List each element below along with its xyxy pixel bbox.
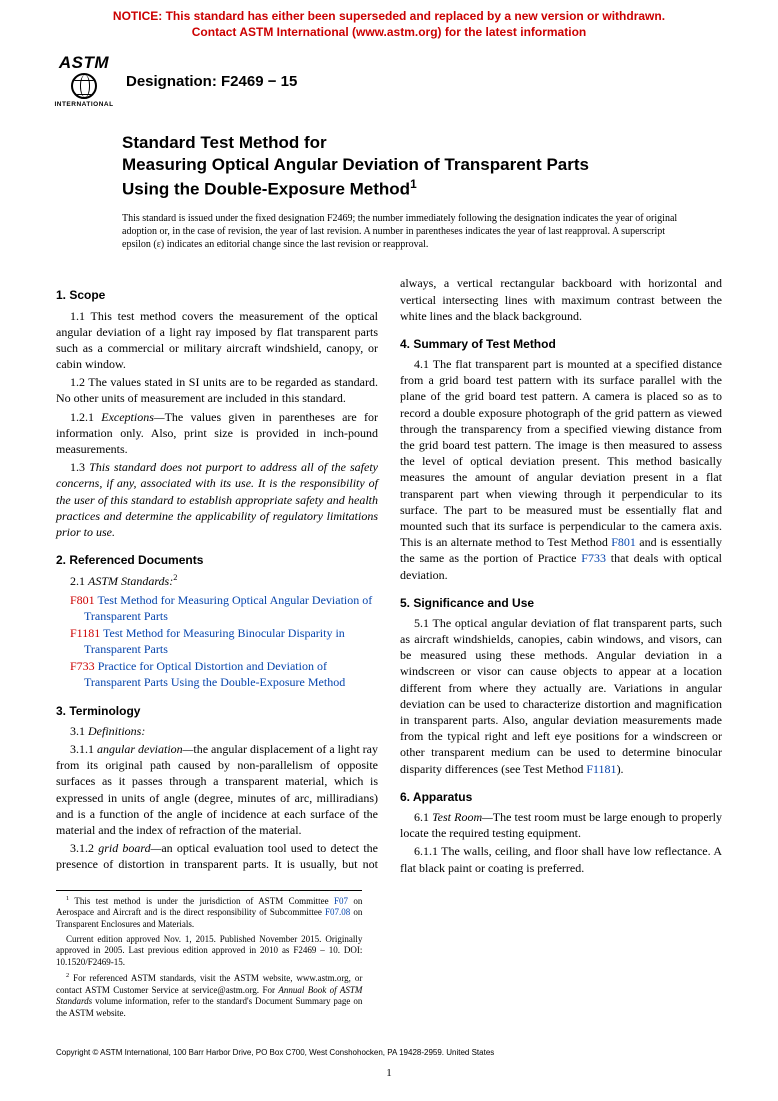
notice-line1: NOTICE: This standard has either been su… [113,9,665,23]
scope-1.2: 1.2 The values stated in SI units are to… [56,374,378,406]
footnote-1: 1 This test method is under the jurisdic… [56,895,362,931]
refdocs-head: 2. Referenced Documents [56,552,378,568]
terms-3.1.1: 3.1.1 angular deviation—the angular disp… [56,741,378,838]
designation: Designation: F2469 − 15 [126,72,297,92]
header-row: ASTM INTERNATIONAL Designation: F2469 − … [56,54,722,110]
sig-5.1: 5.1 The optical angular deviation of fla… [400,615,722,777]
summary-4.1: 4.1 The flat transparent part is mounted… [400,356,722,583]
title-block: Standard Test Method for Measuring Optic… [122,132,722,200]
sig-head: 5. Significance and Use [400,595,722,611]
terms-3.1: 3.1 Definitions: [56,723,378,739]
designation-label: Designation: [126,73,221,90]
notice-banner: NOTICE: This standard has either been su… [0,0,778,44]
scope-1.2.1: 1.2.1 Exceptions—The values given in par… [56,409,378,458]
designation-code: F2469 − 15 [221,73,297,90]
footnotes: 1 This test method is under the jurisdic… [56,890,362,1020]
footnote-1b: Current edition approved Nov. 1, 2015. P… [56,934,362,969]
ref-f801: F801 Test Method for Measuring Optical A… [56,592,378,624]
astm-logo: ASTM INTERNATIONAL [56,54,112,110]
link-f733[interactable]: F733 [581,551,606,565]
app-6.1.1: 6.1.1 The walls, ceiling, and floor shal… [400,843,722,875]
link-f1181[interactable]: F1181 [586,762,616,776]
title-line3: Using the Double-Exposure Method1 [122,177,722,201]
notice-line2: Contact ASTM International (www.astm.org… [192,25,586,39]
body-columns: 1. Scope 1.1 This test method covers the… [56,275,722,875]
scope-1.3: 1.3 This standard does not purport to ad… [56,459,378,540]
page-number: 1 [56,1066,722,1081]
copyright: Copyright © ASTM International, 100 Barr… [56,1048,722,1059]
page-content: ASTM INTERNATIONAL Designation: F2469 − … [0,44,778,1101]
terms-head: 3. Terminology [56,703,378,719]
title-line1: Standard Test Method for [122,132,722,154]
ref-f1181: F1181 Test Method for Measuring Binocula… [56,625,378,657]
scope-head: 1. Scope [56,287,378,303]
link-f801[interactable]: F801 [611,535,636,549]
title-sup: 1 [410,177,417,191]
issuance-note: This standard is issued under the fixed … [122,212,692,251]
footnote-2: 2 For referenced ASTM standards, visit t… [56,972,362,1020]
app-6.1: 6.1 Test Room—The test room must be larg… [400,809,722,841]
logo-text-bottom: INTERNATIONAL [54,101,113,110]
logo-text-top: ASTM [59,54,109,71]
title-line2: Measuring Optical Angular Deviation of T… [122,154,722,176]
summary-head: 4. Summary of Test Method [400,336,722,352]
scope-1.1: 1.1 This test method covers the measurem… [56,308,378,373]
app-head: 6. Apparatus [400,789,722,805]
ref-f733: F733 Practice for Optical Distortion and… [56,658,378,690]
globe-icon [71,73,97,99]
refdocs-2.1: 2.1 ASTM Standards:2 [56,572,378,589]
